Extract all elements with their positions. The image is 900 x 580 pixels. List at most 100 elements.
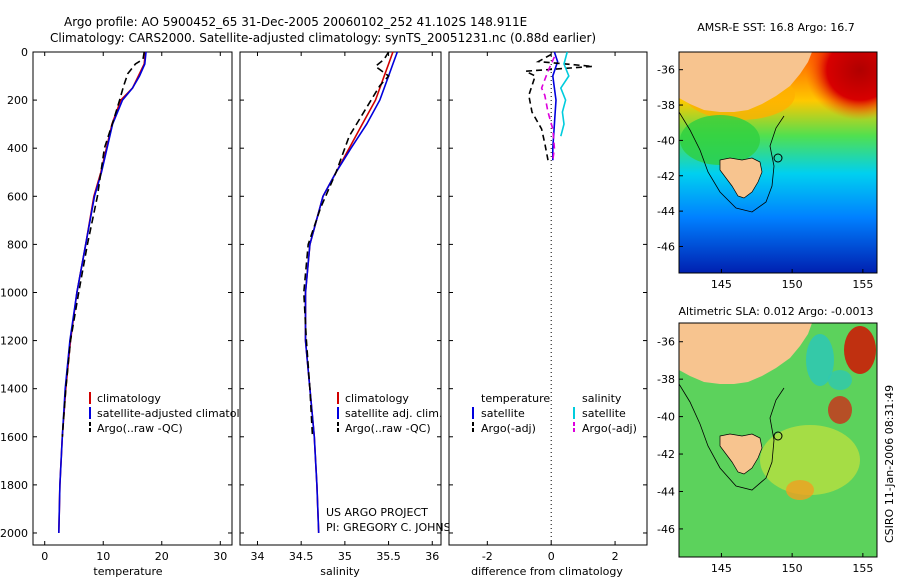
- x-tick-label: 0: [548, 550, 555, 563]
- sst-green-band: [680, 115, 760, 165]
- map-y-tick-label: -36: [657, 336, 675, 349]
- tasmania-land: [719, 157, 763, 199]
- temperature-y-ticks: 0 200 400 600 800 1000 1200 1400 1600 1800 2000: [0, 46, 232, 540]
- sla-cool-2: [828, 370, 852, 390]
- temperature-x-ticks: 0 10 20 30: [41, 52, 227, 563]
- map-x-tick-label: 155: [852, 278, 873, 291]
- map-y-tick-label: -46: [657, 523, 675, 536]
- salinity-lines: [302, 51, 399, 534]
- y-tick-label: 1600: [0, 431, 28, 444]
- x-tick-label: 34.5: [289, 550, 314, 563]
- difference-lines: [522, 51, 593, 161]
- difference-legend: temperature satellite Argo(-adj) salinit…: [472, 392, 637, 435]
- argo-marker: [773, 153, 783, 163]
- difference-panel: -2 0 2 difference from climatology tempera…: [448, 51, 648, 578]
- y-tick-label: 2000: [0, 527, 28, 540]
- temperature-xlabel: temperature: [93, 565, 162, 578]
- legend-label-climatology: climatology: [345, 392, 409, 405]
- temperature-lines: [58, 51, 147, 534]
- sla-map-title: Altimetric SLA: 0.012 Argo: -0.0013: [679, 305, 874, 318]
- legend-label-satellite: satellite adj. clim.: [345, 407, 442, 420]
- legend-label-climatology: climatology: [97, 392, 161, 405]
- series-salinity-satellite: [559, 51, 570, 137]
- legend-heading-temperature: temperature: [481, 392, 550, 405]
- sla-hot-2: [828, 396, 852, 424]
- sst-map: AMSR-E SST: 16.8 Argo: 16.7 145 150 155 -36…: [657, 21, 878, 291]
- sst-map-ticks: 145 150 155 -36 -38 -40 -42 -44 -46: [657, 64, 873, 291]
- map-y-tick-label: -40: [657, 134, 675, 147]
- difference-y-ticks: [449, 51, 647, 534]
- sst-hot-core: [805, 52, 877, 120]
- sst-map-title: AMSR-E SST: 16.8 Argo: 16.7: [697, 21, 855, 34]
- map-x-tick-label: 150: [782, 278, 803, 291]
- map-y-tick-label: -38: [657, 99, 675, 112]
- x-tick-label: -2: [482, 550, 493, 563]
- y-tick-label: 800: [7, 238, 28, 251]
- y-tick-label: 1400: [0, 383, 28, 396]
- sst-contour: [679, 111, 785, 213]
- sla-cool-patch: [806, 334, 834, 386]
- series-temperature-argo-adj-: [522, 53, 593, 161]
- salinity-legend: climatology satellite adj. clim. Argo(..…: [337, 392, 442, 435]
- x-tick-label: 2: [612, 550, 619, 563]
- mainland-land: [679, 52, 812, 112]
- x-tick-label: 35: [338, 550, 352, 563]
- series-satellite-adjusted-climatology: [58, 51, 147, 534]
- sla-orange: [786, 480, 814, 500]
- map-x-tick-label: 145: [711, 278, 732, 291]
- legend-label-satellite: satellite-adjusted climatology: [97, 407, 260, 420]
- difference-x-ticks: -2 0 2: [482, 52, 619, 563]
- map-y-tick-label: -46: [657, 240, 675, 253]
- y-tick-label: 1000: [0, 286, 28, 299]
- argo-marker: [773, 431, 783, 441]
- legend-label-temp-satellite: satellite: [481, 407, 525, 420]
- legend-heading-salinity: salinity: [582, 392, 622, 405]
- sla-map: Altimetric SLA: 0.012 Argo: -0.0013 145 1…: [657, 305, 878, 575]
- salinity-xlabel: salinity: [320, 565, 360, 578]
- difference-axes-frame: [448, 51, 648, 546]
- x-tick-label: 20: [155, 550, 169, 563]
- header-line-1: Argo profile: AO 5900452_65 31-Dec-2005 …: [64, 15, 527, 29]
- temperature-panel: 0 200 400 600 800 1000 1200 1400 1600 1800 2000 0 1…: [0, 46, 260, 578]
- project-annotation: US ARGO PROJECT: [326, 506, 428, 519]
- map-x-tick-label: 155: [852, 562, 873, 575]
- x-tick-label: 36: [425, 550, 439, 563]
- map-y-tick-label: -38: [657, 373, 675, 386]
- x-tick-label: 0: [41, 550, 48, 563]
- map-x-tick-label: 150: [782, 562, 803, 575]
- y-tick-label: 1800: [0, 479, 28, 492]
- sla-map-frame: [678, 322, 878, 558]
- legend-label-temp-argo: Argo(-adj): [481, 422, 536, 435]
- sla-hot-1: [844, 326, 876, 374]
- salinity-y-ticks: [240, 51, 441, 534]
- y-tick-label: 1200: [0, 335, 28, 348]
- x-tick-label: 30: [213, 550, 227, 563]
- mainland-land: [679, 323, 812, 384]
- sla-map-ticks: 145 150 155 -36 -38 -40 -42 -44 -46: [657, 336, 873, 575]
- map-x-tick-label: 145: [711, 562, 732, 575]
- map-y-tick-label: -36: [657, 64, 675, 77]
- legend-label-argo: Argo(..raw -QC): [97, 422, 183, 435]
- y-tick-label: 0: [21, 46, 28, 59]
- pi-annotation: PI: GREGORY C. JOHNSON: [326, 521, 467, 534]
- series-salinity-argo-adj-: [540, 56, 556, 161]
- header-line-2: Climatology: CARS2000. Satellite-adjuste…: [50, 31, 596, 45]
- x-tick-label: 35.5: [376, 550, 401, 563]
- salinity-x-ticks: 34 34.5 35 35.5 36: [250, 52, 439, 563]
- y-tick-label: 200: [7, 94, 28, 107]
- map-y-tick-label: -40: [657, 411, 675, 424]
- sla-yellow-patch: [760, 425, 860, 495]
- series-satellite-adj-clim-: [304, 51, 399, 534]
- credit-timestamp: CSIRO 11-Jan-2006 08:31:49: [883, 385, 896, 543]
- series-argo-raw-qc-: [302, 51, 390, 437]
- x-tick-label: 34: [250, 550, 264, 563]
- map-y-tick-label: -44: [657, 205, 675, 218]
- map-y-tick-label: -42: [657, 448, 675, 461]
- sla-contour: [679, 383, 785, 491]
- sst-map-frame: [678, 51, 878, 274]
- difference-xlabel: difference from climatology: [471, 565, 623, 578]
- legend-label-argo: Argo(..raw -QC): [345, 422, 431, 435]
- y-tick-label: 600: [7, 190, 28, 203]
- salinity-axes-frame: [239, 51, 442, 546]
